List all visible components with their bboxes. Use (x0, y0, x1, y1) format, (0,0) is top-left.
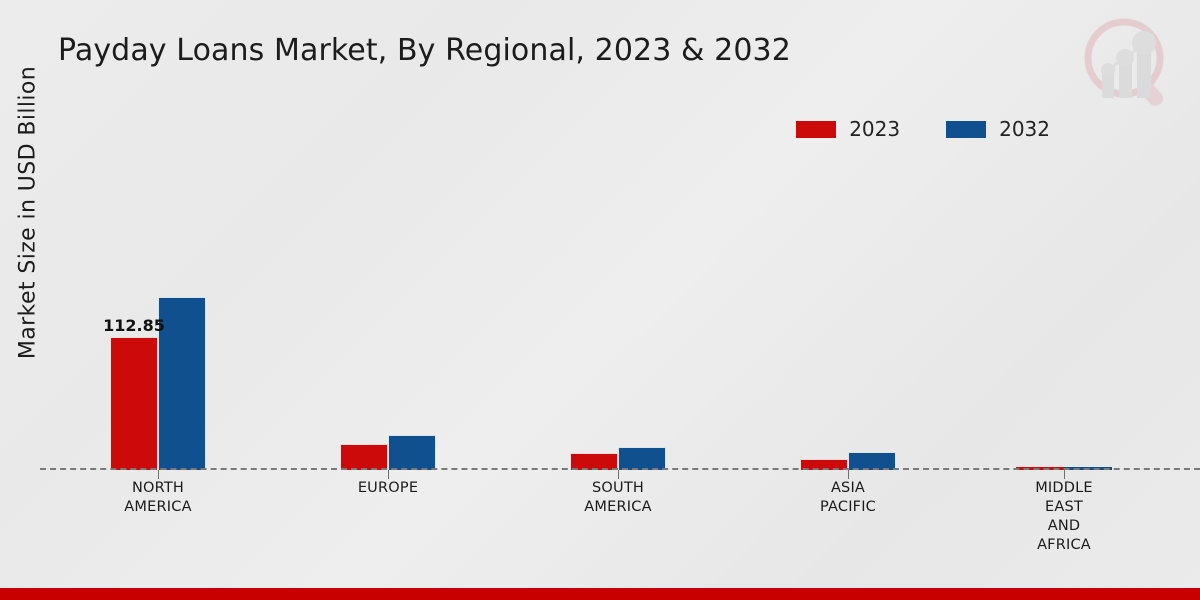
axis-tick (388, 470, 389, 479)
bars (339, 170, 437, 470)
category-label-line: MIDDLE (1035, 480, 1093, 496)
category-label: ASIA PACIFIC (786, 479, 910, 517)
bars (569, 170, 667, 470)
bar-2032-asia-pacific[interactable] (848, 452, 896, 470)
watermark-logo (1072, 8, 1182, 118)
legend-item-2023[interactable]: 2023 (796, 119, 900, 139)
category-label-line: SOUTH (592, 480, 644, 496)
axis-tick (1064, 470, 1065, 479)
bar-value-label: 112.85 (103, 316, 165, 335)
category-label-line: AMERICA (124, 499, 192, 515)
axis-tick (848, 470, 849, 479)
legend-item-2032[interactable]: 2032 (946, 119, 1050, 139)
chart-title: Payday Loans Market, By Regional, 2023 &… (58, 33, 791, 68)
bar-2032-south-america[interactable] (618, 447, 666, 470)
bar-group-asia-pacific: ASIA PACIFIC (798, 170, 898, 515)
category-label-line: PACIFIC (819, 499, 877, 515)
category-label: NORTH AMERICA (96, 479, 220, 517)
bar-group-europe: EUROPE (338, 170, 438, 496)
bar-group-middle-east-and-africa: MIDDLE EAST AND AFRICA (1014, 170, 1114, 553)
bar-2032-europe[interactable] (388, 435, 436, 470)
category-label-line: NORTH (131, 480, 185, 496)
bar-2032-north-america[interactable] (158, 297, 206, 470)
category-label-line: EUROPE (357, 480, 419, 496)
footer-bar (0, 588, 1200, 600)
bars (109, 170, 207, 470)
legend-label-2032: 2032 (999, 117, 1050, 141)
category-label: SOUTH AMERICA (556, 479, 680, 517)
legend-swatch-2023 (796, 120, 837, 138)
bar-group-south-america: SOUTH AMERICA (568, 170, 668, 515)
bar-group-north-america: 112.85 NORTH AMERICA (103, 170, 208, 515)
chart-legend: 2023 2032 (796, 119, 1050, 139)
axis-tick (618, 470, 619, 479)
bar-2023-south-america[interactable] (570, 453, 618, 470)
plot-area: 112.85 NORTH AMERICA EUROPE SOUTH AMERICA ASIA… (40, 170, 1200, 553)
category-label-line: AND (1047, 518, 1081, 534)
axis-baseline (40, 468, 1200, 470)
bar-groups: 112.85 NORTH AMERICA EUROPE SOUTH AMERICA ASIA… (40, 170, 1200, 553)
bar-2023-asia-pacific[interactable] (800, 459, 848, 470)
y-axis-title: Market Size in USD Billion (15, 65, 41, 360)
category-label-line: EAST (1045, 499, 1083, 515)
bars (799, 170, 897, 470)
axis-tick (158, 470, 159, 479)
category-label-line: AMERICA (584, 499, 652, 515)
category-label-line: AFRICA (1037, 537, 1091, 553)
category-label: MIDDLE EAST AND AFRICA (1002, 479, 1126, 555)
bar-2023-north-america[interactable] (110, 337, 158, 470)
bars (1015, 170, 1113, 470)
category-label: EUROPE (326, 479, 450, 498)
category-label-line: ASIA (830, 480, 866, 496)
legend-swatch-2032 (946, 120, 987, 138)
legend-label-2023: 2023 (849, 117, 901, 141)
bar-2023-europe[interactable] (340, 444, 388, 470)
